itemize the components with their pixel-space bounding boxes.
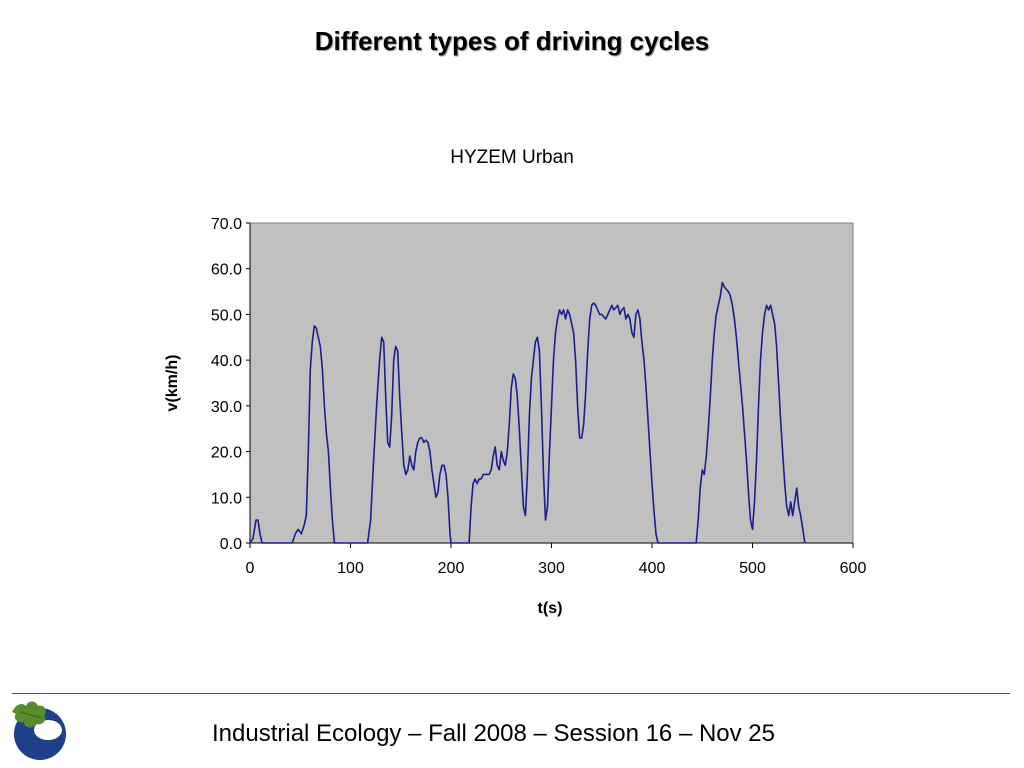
y-tick-label: 30.0 (211, 399, 242, 416)
x-tick-label: 200 (438, 560, 465, 577)
y-axis-label: v(km/h) (164, 355, 181, 412)
x-tick-label: 500 (739, 560, 766, 577)
y-tick-label: 0.0 (220, 536, 242, 553)
y-tick-label: 60.0 (211, 262, 242, 279)
chart-title: HYZEM Urban (450, 147, 574, 168)
y-axis-ticks: 0.0 10.0 20.0 30.0 40.0 50.0 60.0 70.0 (211, 216, 250, 553)
y-tick-label: 10.0 (211, 490, 242, 507)
x-tick-label: 100 (337, 560, 364, 577)
x-axis-ticks: 0 100 200 300 400 500 600 (246, 543, 867, 577)
x-tick-label: 300 (538, 560, 565, 577)
x-axis-label: t(s) (538, 600, 563, 617)
y-tick-label: 50.0 (211, 307, 242, 324)
y-tick-label: 70.0 (211, 216, 242, 233)
speed-series-line (249, 281, 806, 544)
slide-title: Different types of driving cycles (314, 26, 710, 56)
plot-area (249, 222, 854, 544)
y-tick-label: 40.0 (211, 353, 242, 370)
x-tick-label: 600 (840, 560, 867, 577)
speed-time-chart: HYZEM Urban 0.0 10.0 20.0 30.0 40.0 50.0 60.0 7… (164, 147, 867, 617)
oak-leaf-globe-logo (12, 701, 66, 760)
footer-text: Industrial Ecology – Fall 2008 – Session… (212, 720, 776, 747)
footer-divider (12, 693, 1010, 694)
x-tick-label: 400 (639, 560, 666, 577)
x-tick-label: 0 (246, 560, 255, 577)
y-tick-label: 20.0 (211, 445, 242, 462)
